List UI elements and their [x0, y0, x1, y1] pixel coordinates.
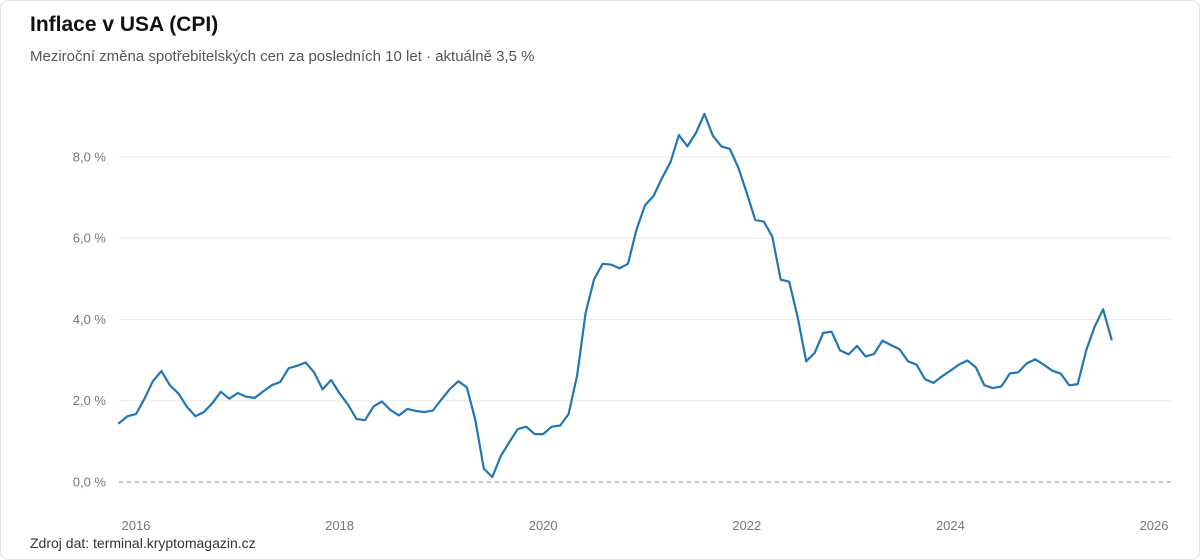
chart-subtitle: Meziroční změna spotřebitelských cen za …	[30, 48, 535, 65]
y-tick-label: 4,0 %	[73, 312, 107, 327]
chart-title: Inflace v USA (CPI)	[30, 13, 219, 36]
series-layer	[117, 112, 1113, 479]
tick-labels: 0,0 % 2,0 % 4,0 % 6,0 % 8,0 % 2016 2018 2020 202…	[73, 149, 1169, 533]
data-source: Zdroj dat: terminal.kryptomagazin.cz	[30, 535, 256, 551]
x-tick-label: 2018	[325, 518, 354, 533]
x-tick-label: 2024	[936, 518, 965, 533]
x-tick-label: 2022	[732, 518, 761, 533]
x-tick-label: 2020	[529, 518, 558, 533]
y-tick-label: 8,0 %	[73, 149, 107, 164]
y-tick-label: 2,0 %	[73, 393, 107, 408]
x-tick-label: 2026	[1140, 518, 1169, 533]
series-line	[117, 112, 1113, 479]
x-tick-label: 2016	[122, 518, 151, 533]
y-tick-label: 0,0 %	[73, 475, 107, 490]
grid-lines	[119, 156, 1171, 483]
y-tick-label: 6,0 %	[73, 231, 107, 246]
